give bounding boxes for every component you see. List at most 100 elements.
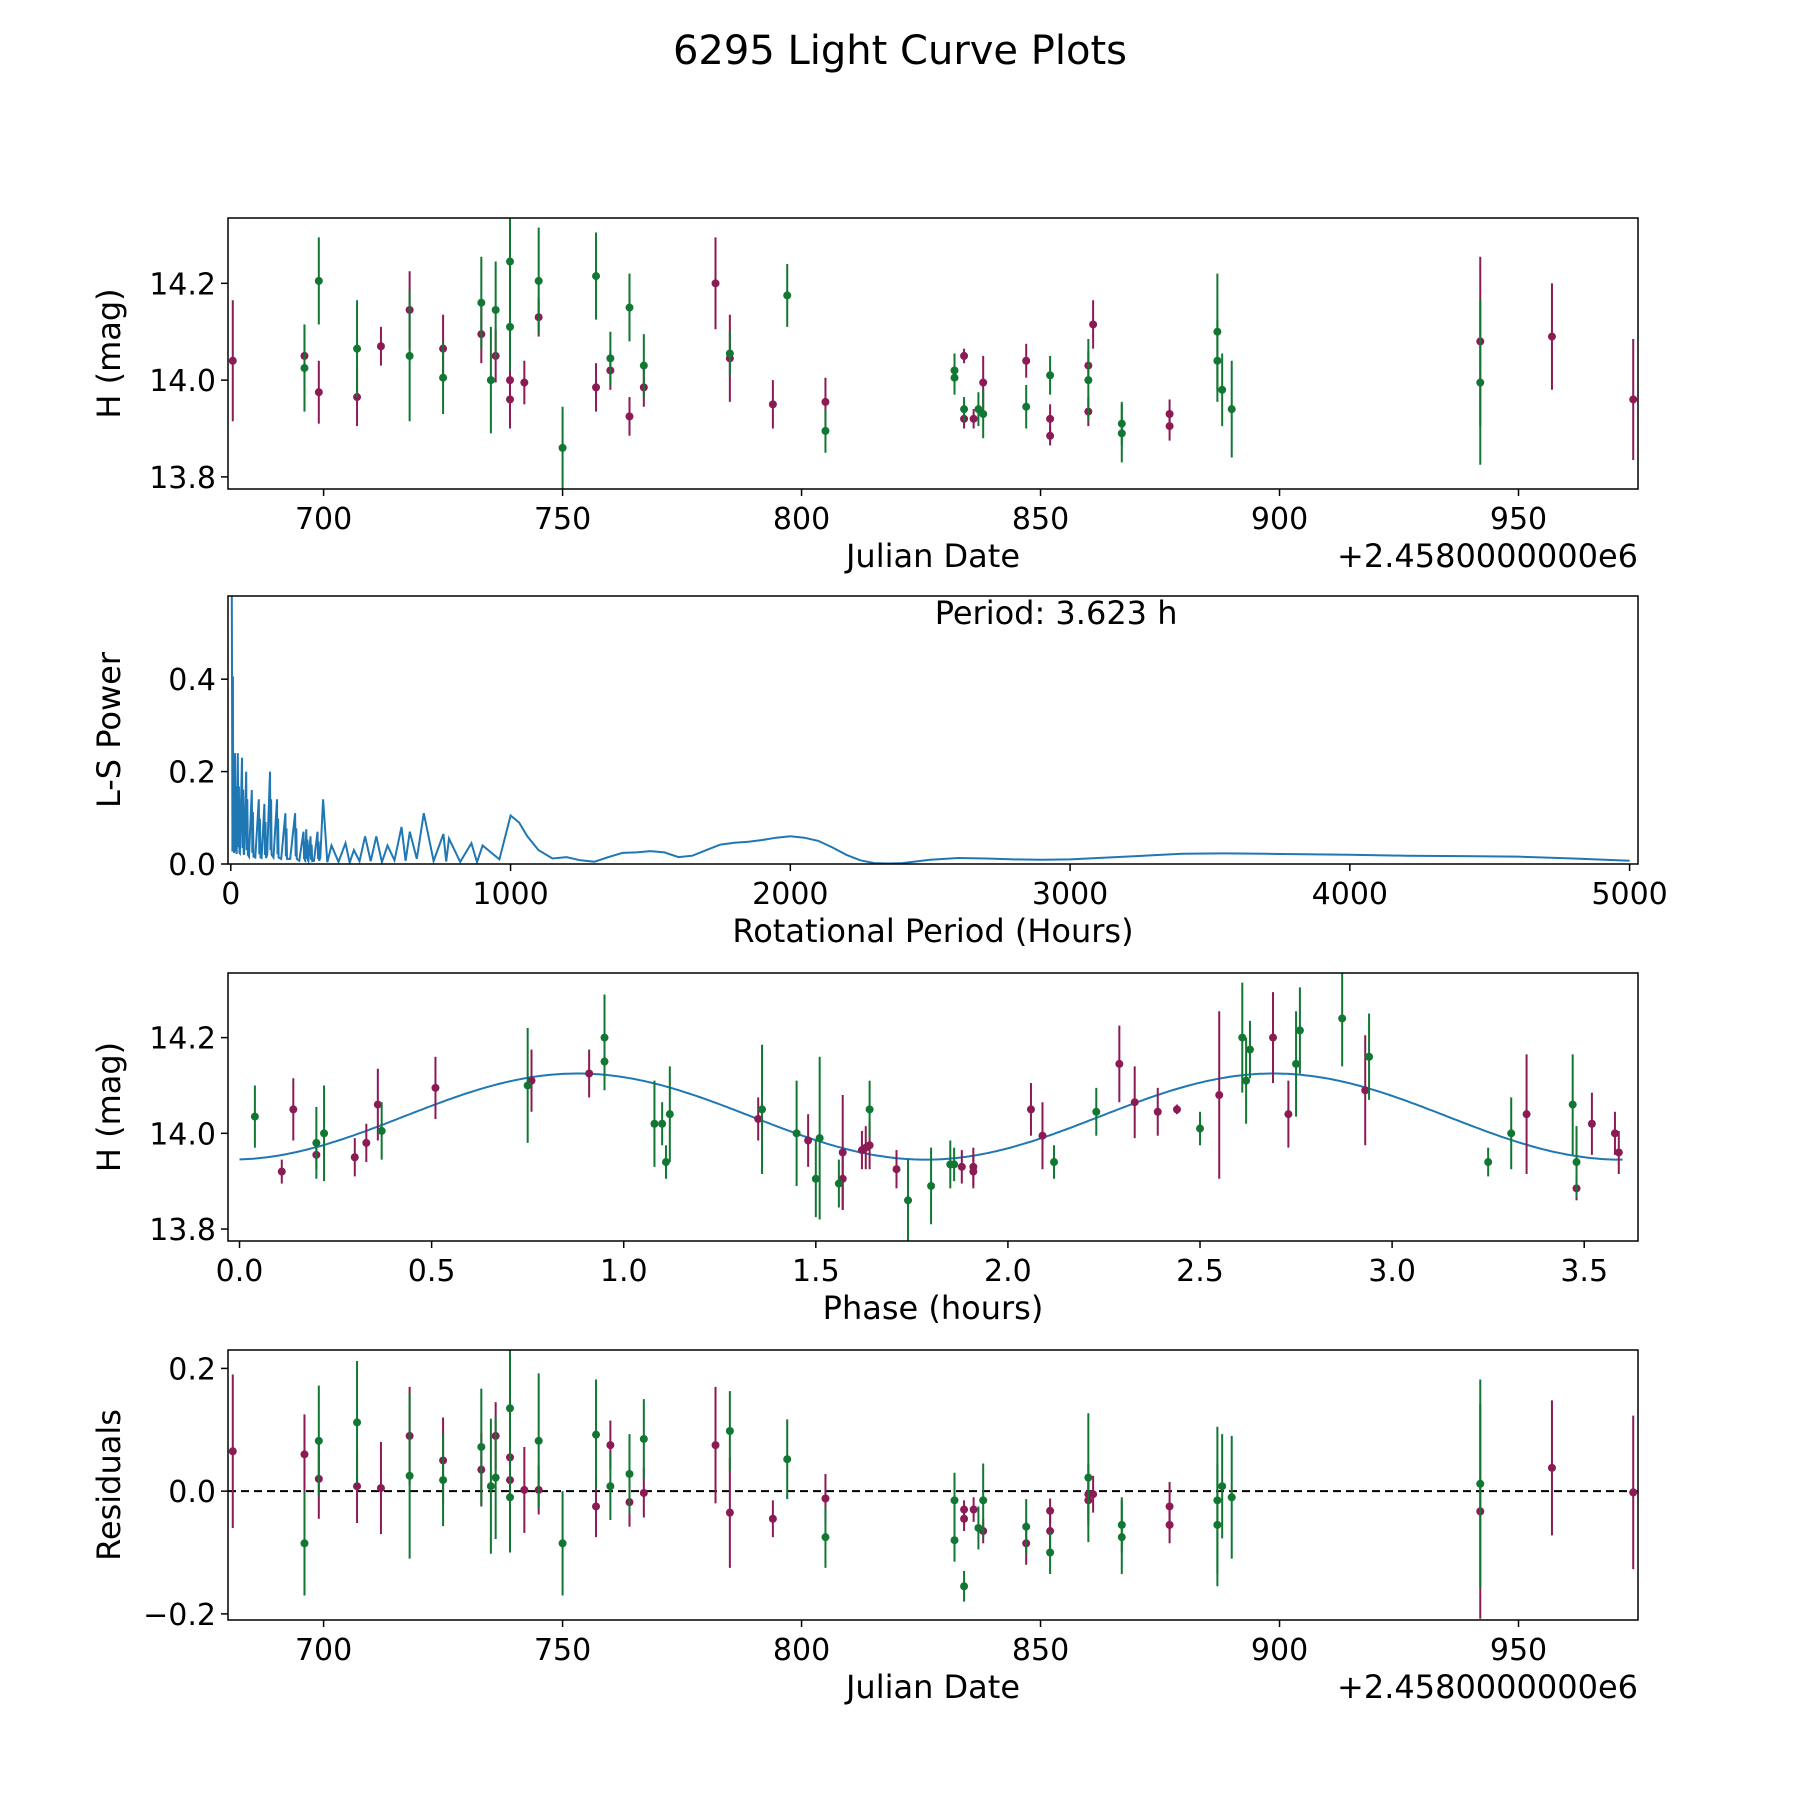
data-point xyxy=(606,354,615,363)
x-tick-label: 950 xyxy=(1490,1633,1547,1668)
series-filter-o xyxy=(300,1350,1485,1602)
data-point xyxy=(353,1482,362,1491)
data-point xyxy=(950,1160,959,1169)
x-tick-label: 4000 xyxy=(1312,877,1388,912)
data-point xyxy=(711,279,720,288)
data-point xyxy=(350,1153,359,1162)
data-point xyxy=(783,1455,792,1464)
x-axis-label: Julian Date xyxy=(844,537,1020,575)
series-filter-c xyxy=(277,992,1623,1210)
data-point xyxy=(969,1162,978,1171)
data-point xyxy=(405,351,414,360)
x-offset-label: +2.4580000000e6 xyxy=(1337,537,1638,575)
data-point xyxy=(439,373,448,382)
data-point xyxy=(289,1105,298,1114)
data-point xyxy=(957,1162,966,1171)
data-point xyxy=(1476,378,1485,387)
data-point xyxy=(974,1523,983,1532)
axes-frame xyxy=(227,595,1639,865)
data-point xyxy=(486,376,495,385)
x-tick-label: 3.0 xyxy=(1368,1254,1416,1289)
data-point xyxy=(1245,1045,1254,1054)
data-point xyxy=(1196,1124,1205,1133)
x-tick-label: 850 xyxy=(1012,502,1069,537)
x-offset-label: +2.4580000000e6 xyxy=(1337,1668,1638,1706)
subplot-1: 700 750 800 850 900 950 13.8 14.0 14.2 Julian Dat… xyxy=(90,217,1639,575)
data-point xyxy=(506,1493,514,1502)
data-point xyxy=(1295,1026,1304,1035)
data-point xyxy=(491,1473,500,1482)
data-point xyxy=(1547,332,1556,341)
x-tick-label: 3.5 xyxy=(1560,1254,1608,1289)
data-point xyxy=(1153,1107,1162,1116)
data-point xyxy=(592,272,601,281)
data-point xyxy=(1026,1105,1035,1114)
data-point xyxy=(1213,1520,1222,1529)
data-point xyxy=(821,397,830,406)
series-filter-o xyxy=(300,218,1485,489)
data-point xyxy=(768,400,777,409)
plot-area xyxy=(228,218,1638,489)
data-point xyxy=(314,276,323,285)
data-point xyxy=(353,1418,362,1427)
data-point xyxy=(950,373,959,382)
data-point xyxy=(1365,1052,1374,1061)
data-point xyxy=(950,1496,959,1505)
data-point xyxy=(792,1129,801,1138)
data-point xyxy=(1507,1129,1516,1138)
data-point xyxy=(1022,1522,1031,1531)
data-point xyxy=(520,378,529,387)
x-tick-label: 800 xyxy=(773,1633,830,1668)
data-point xyxy=(1614,1148,1623,1157)
data-point xyxy=(312,1138,321,1147)
x-tick-label: 5000 xyxy=(1591,877,1667,912)
y-tick-label: 14.0 xyxy=(149,364,216,399)
data-point xyxy=(592,383,601,392)
data-point xyxy=(314,388,323,397)
data-point xyxy=(431,1083,440,1092)
data-point xyxy=(639,361,648,370)
data-point xyxy=(1213,356,1222,365)
x-tick-label: 3000 xyxy=(1032,877,1108,912)
data-point xyxy=(758,1105,767,1114)
data-point xyxy=(486,1482,495,1491)
data-point xyxy=(1227,1493,1236,1502)
data-point xyxy=(373,1100,382,1109)
data-point xyxy=(927,1181,936,1190)
data-point xyxy=(979,409,988,418)
plot-area xyxy=(230,596,1630,864)
data-point xyxy=(1172,1105,1181,1114)
data-point xyxy=(520,1485,529,1494)
data-point xyxy=(606,1441,615,1450)
y-tick-label: 0.4 xyxy=(168,663,216,698)
data-point xyxy=(960,1582,969,1591)
data-point xyxy=(405,1471,414,1480)
y-tick-label: −0.2 xyxy=(143,1598,216,1633)
data-point xyxy=(314,1436,323,1445)
data-point xyxy=(376,342,385,351)
subplot-3: 0.0 0.5 1.0 1.5 2.0 2.5 3.0 3.5 13.8 14.0 14.2 Phas… xyxy=(90,972,1639,1327)
data-point xyxy=(1084,376,1093,385)
data-point xyxy=(506,395,514,404)
data-point xyxy=(1227,405,1236,414)
data-point xyxy=(811,1174,820,1183)
x-tick-label: 0.5 xyxy=(408,1254,456,1289)
data-point xyxy=(1046,371,1055,380)
data-point xyxy=(228,1447,237,1456)
data-point xyxy=(506,322,514,331)
data-point xyxy=(950,1536,959,1545)
data-point xyxy=(1117,1533,1126,1542)
x-tick-label: 2.5 xyxy=(1176,1254,1224,1289)
y-tick-label: 0.2 xyxy=(168,756,216,791)
plot-area xyxy=(228,1350,1638,1619)
data-point xyxy=(1046,431,1055,440)
axes-frame xyxy=(227,217,1639,490)
x-axis-label: Rotational Period (Hours) xyxy=(732,912,1133,950)
data-point xyxy=(725,1427,734,1435)
data-point xyxy=(804,1136,813,1145)
y-tick-label: 13.8 xyxy=(149,461,216,496)
data-point xyxy=(1547,1463,1556,1472)
y-tick-label: 14.2 xyxy=(149,267,216,302)
data-point xyxy=(625,303,634,312)
axes-frame xyxy=(227,1349,1639,1621)
